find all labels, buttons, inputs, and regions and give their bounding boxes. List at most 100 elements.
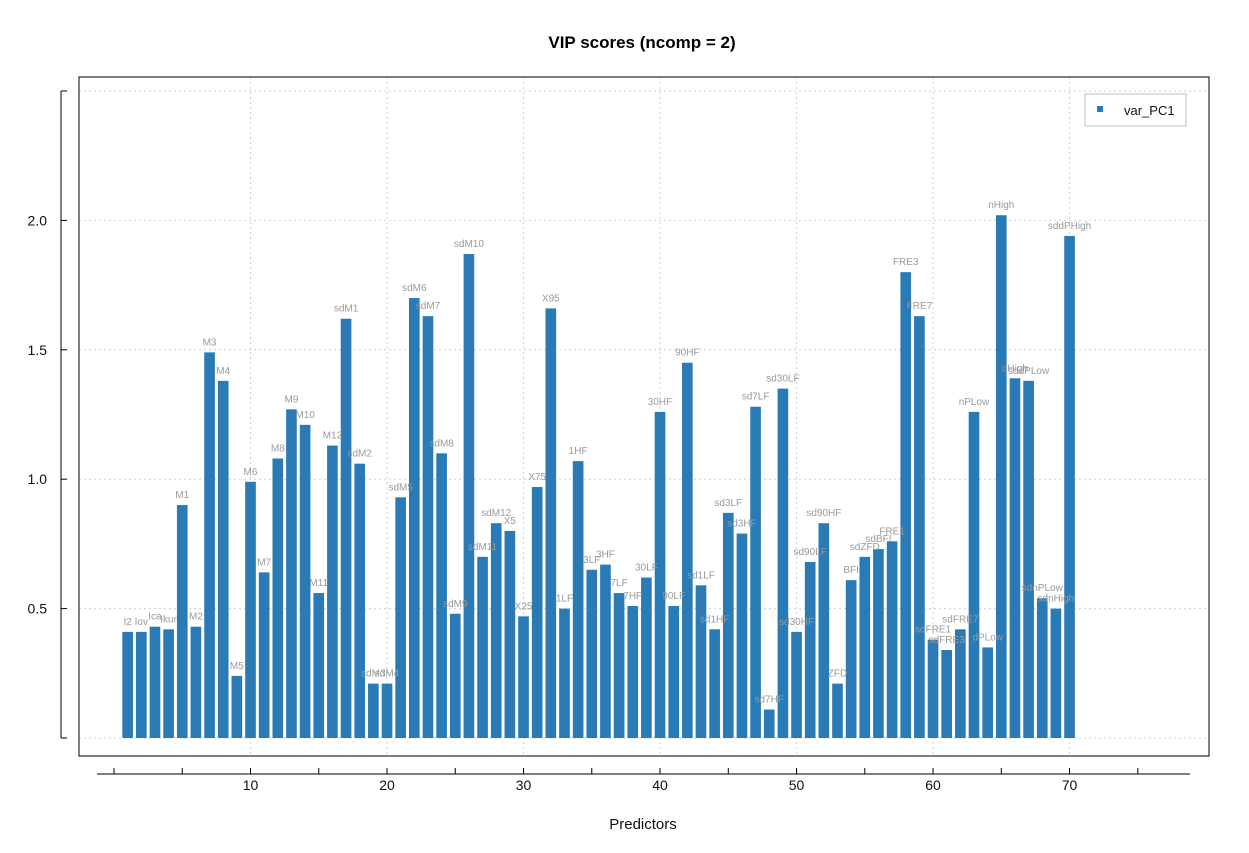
bar-label: sdM8 <box>429 438 454 449</box>
bar-label: sdM9 <box>443 599 468 610</box>
bar <box>245 481 256 738</box>
bar <box>682 362 693 738</box>
bar <box>149 626 161 738</box>
bar-label: sd30LF <box>766 374 799 385</box>
x-tick-label: 40 <box>652 777 668 793</box>
bar <box>600 564 611 738</box>
plot-frame <box>78 76 1210 757</box>
bar <box>832 683 843 738</box>
bar-label: FRE1 <box>879 526 905 537</box>
bar-label: sdM10 <box>454 239 484 250</box>
bar-label: sdFRE7 <box>942 614 979 625</box>
y-tick-label: 2.0 <box>28 212 48 228</box>
bar-label: Ikur <box>160 614 177 625</box>
bar-label: M9 <box>285 394 299 405</box>
bar-label: dHigh <box>1002 363 1028 374</box>
bar <box>722 512 734 738</box>
legend-series-label: var_PC1 <box>1124 103 1175 118</box>
bar-label: X25 <box>515 601 533 612</box>
bar-label: sdM4 <box>375 669 400 680</box>
bar <box>914 316 925 738</box>
bar-label: sddPHigh <box>1048 221 1091 232</box>
bar-label: sdM2 <box>347 449 372 460</box>
bar-label: sd7HF <box>755 695 784 706</box>
bar-label: 90LF <box>662 591 685 602</box>
bar <box>327 445 338 738</box>
bar <box>463 254 475 738</box>
bar <box>163 629 174 738</box>
bar-label: sdnPLow <box>1022 583 1064 594</box>
x-axis-title: Predictors <box>609 816 677 833</box>
bar-label: 30HF <box>648 397 672 408</box>
bar-label: I2 <box>123 617 132 628</box>
bar <box>477 556 488 738</box>
y-axis: 0.5 1.0 1.5 2.0 <box>28 90 67 739</box>
bar <box>763 709 775 738</box>
y-tick-label: 1.0 <box>28 471 48 487</box>
bar <box>845 580 857 738</box>
bar-label: M12 <box>323 431 343 442</box>
bar <box>368 683 379 738</box>
bar <box>518 616 529 738</box>
bar-label: 30LF <box>635 563 658 574</box>
bar-label: sdBFI <box>865 534 891 545</box>
bar-label: sdM12 <box>481 508 511 519</box>
bar-label: Iov <box>135 617 148 628</box>
x-tick-label: 10 <box>243 777 259 793</box>
bar-label: sdM6 <box>402 283 427 294</box>
bar-label: M2 <box>189 612 203 623</box>
bar-label: sd3LF <box>714 498 742 509</box>
bar-label: sd7LF <box>742 392 770 403</box>
bar-label: sdM5 <box>388 482 413 493</box>
bar <box>873 549 884 738</box>
bar <box>436 453 447 738</box>
bar <box>1064 235 1075 739</box>
bar-label: sdM1 <box>334 304 359 315</box>
legend: var_PC1 <box>1084 93 1187 127</box>
bar-label: X95 <box>542 293 560 304</box>
bar <box>490 523 502 738</box>
bar-label: M1 <box>175 490 189 501</box>
bar <box>927 639 939 738</box>
x-tick-label: 50 <box>789 777 805 793</box>
bar <box>340 318 352 738</box>
bar <box>408 298 420 738</box>
bar-label: sd90HF <box>806 508 841 519</box>
x-tick-label: 60 <box>925 777 941 793</box>
bar-label: Ica <box>148 612 162 623</box>
bar <box>900 272 912 738</box>
bar <box>818 523 830 738</box>
bar-label: M6 <box>244 467 258 478</box>
bar-label: M4 <box>216 366 230 377</box>
bar <box>709 629 720 738</box>
bar-label: 1HF <box>569 446 588 457</box>
bar <box>299 424 311 738</box>
bar <box>968 411 980 738</box>
x-tick-label: 30 <box>516 777 532 793</box>
bar <box>586 569 598 738</box>
bar-label: M11 <box>309 578 328 589</box>
bar <box>1036 598 1048 738</box>
bar <box>204 352 215 738</box>
bar-label: sd30HF <box>779 617 814 628</box>
bar <box>886 541 898 738</box>
bar <box>695 585 707 738</box>
bar-label: sddPLow <box>1008 366 1050 377</box>
bar <box>258 572 270 738</box>
bar <box>982 647 993 738</box>
bar <box>395 497 406 738</box>
bar <box>736 533 748 738</box>
bar-label: sdFRE1 <box>915 625 952 636</box>
bar-label: M5 <box>230 661 244 672</box>
bar-label: FRE7 <box>907 301 933 312</box>
bar-label: sdM7 <box>416 301 441 312</box>
bar <box>176 505 188 738</box>
bar <box>791 631 802 738</box>
bar-label: sdM3 <box>361 669 386 680</box>
bar <box>804 562 816 738</box>
bar <box>286 409 297 738</box>
bar-label: X5 <box>504 516 517 527</box>
bar <box>313 593 325 738</box>
